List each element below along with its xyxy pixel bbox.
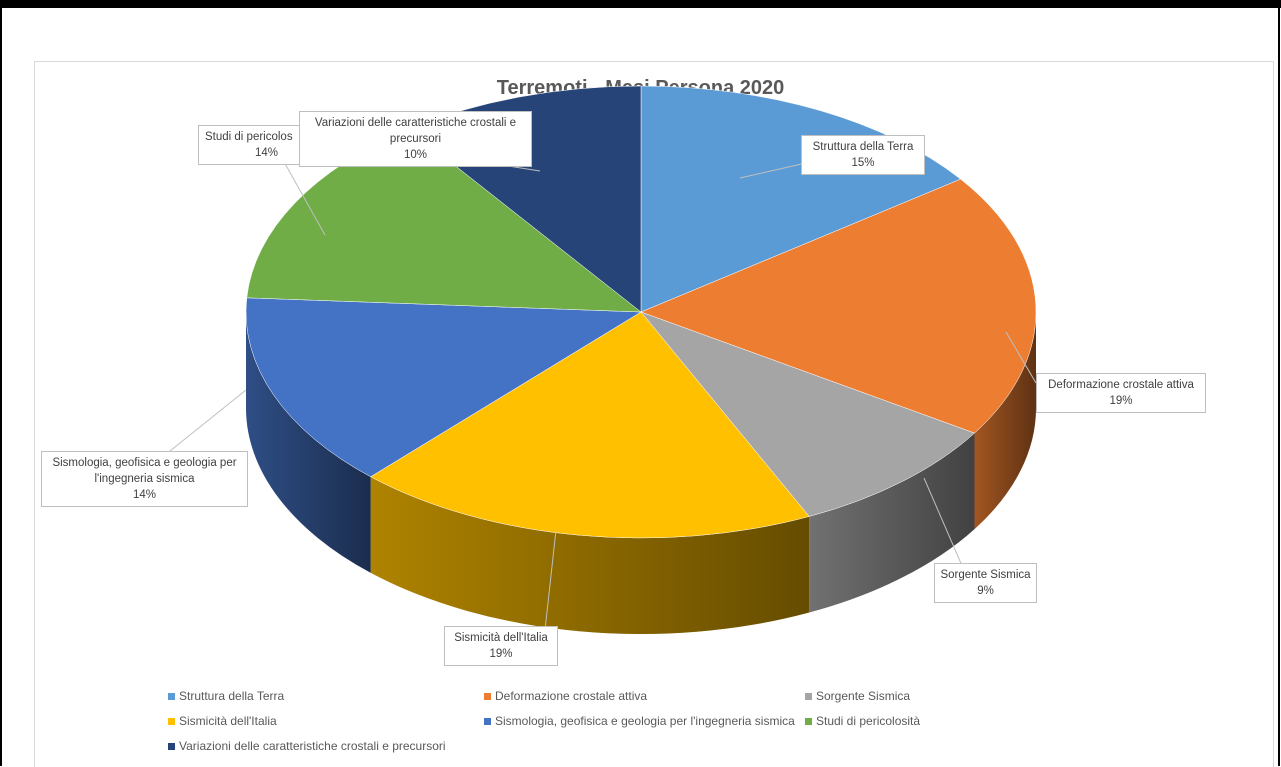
legend-label: Struttura della Terra	[179, 689, 285, 703]
legend-label: Variazioni delle caratteristiche crostal…	[179, 739, 446, 753]
leader-line	[282, 159, 326, 236]
callout-label: Sismicità dell'Italia	[454, 632, 548, 644]
callout-label: l'ingegneria sismica	[94, 473, 195, 485]
legend-swatch	[168, 692, 175, 700]
legend-swatch	[805, 692, 812, 700]
legend-item-sismologia[interactable]: Sismologia, geofisica e geologia per l'i…	[484, 714, 795, 728]
callout-value: 10%	[403, 149, 428, 161]
callout-value: 19%	[489, 648, 513, 660]
callout-label: Struttura della Terra	[812, 141, 914, 153]
pie-depth-sides	[246, 312, 1036, 634]
legend-swatch	[484, 692, 491, 700]
legend-item-variazioni[interactable]: Variazioni delle caratteristiche crostal…	[168, 739, 446, 753]
pie-slice-deformazione-crostale-attiva[interactable]	[640, 178, 1037, 434]
legend-item-sismicita[interactable]: Sismicità dell'Italia	[168, 714, 277, 728]
callout-value: 14%	[132, 489, 157, 501]
legend-item-sorgente[interactable]: Sorgente Sismica	[805, 689, 910, 703]
legend-item-studi[interactable]: Studi di pericolosità	[805, 714, 920, 728]
pie-slice-sismicit-dell-italia[interactable]	[370, 311, 810, 539]
callout-struttura: Struttura della Terra 15%	[801, 135, 925, 175]
callout-sismicita: Sismicità dell'Italia 19%	[444, 626, 558, 666]
window-left-border	[0, 0, 2, 766]
legend-label: Studi di pericolosità	[816, 714, 921, 728]
callout-sorgente: Sorgente Sismica 9%	[934, 563, 1037, 603]
callout-sismologia: Sismologia, geofisica e geologia per l'i…	[41, 451, 248, 507]
legend-swatch	[484, 717, 491, 725]
callout-label: Studi di pericolos	[205, 131, 293, 143]
legend-item-deformazione[interactable]: Deformazione crostale attiva	[484, 689, 647, 703]
legend-label: Deformazione crostale attiva	[495, 689, 648, 703]
legend-item-struttura[interactable]: Struttura della Terra	[168, 689, 284, 703]
legend-label: Sorgente Sismica	[816, 689, 911, 703]
pie-side-shade	[974, 312, 1036, 530]
callout-value: 19%	[1109, 395, 1133, 407]
callout-label: precursori	[389, 133, 442, 145]
leader-line	[544, 529, 557, 631]
legend-label: Sismologia, geofisica e geologia per l'i…	[495, 714, 795, 728]
window-right-border	[1278, 8, 1280, 766]
leader-line	[739, 162, 807, 179]
window-top-border	[0, 0, 1281, 8]
pie-side-shade	[246, 312, 371, 573]
callout-label: Sismologia, geofisica e geologia per	[52, 457, 237, 469]
pie-top-faces	[245, 85, 1037, 539]
legend-swatch	[168, 742, 175, 750]
callout-value: 9%	[977, 585, 994, 597]
callout-label: Sorgente Sismica	[940, 569, 1031, 581]
callout-variazioni: Variazioni delle caratteristiche crostal…	[299, 111, 532, 167]
pie-side-shade	[370, 476, 810, 634]
callout-value: 14%	[255, 147, 279, 159]
leader-line	[923, 477, 964, 569]
pie-side-shade	[809, 433, 975, 613]
legend-swatch	[805, 717, 812, 725]
legend-label: Sismicità dell'Italia	[179, 714, 277, 728]
callout-value: 15%	[851, 157, 875, 169]
leader-lines	[164, 159, 1037, 631]
pie-slice-sorgente-sismica[interactable]	[640, 311, 975, 517]
callout-label: Deformazione crostale attiva	[1048, 379, 1194, 391]
leader-line	[164, 389, 247, 456]
callout-deformazione: Deformazione crostale attiva 19%	[1036, 373, 1206, 413]
pie-slice-sismologia-geofisica-e-geologia-per-l-ingegneria-sismica[interactable]	[245, 297, 642, 478]
callout-label: Variazioni delle caratteristiche crostal…	[314, 117, 517, 129]
leader-line	[1005, 331, 1037, 384]
legend-swatch	[168, 717, 175, 725]
